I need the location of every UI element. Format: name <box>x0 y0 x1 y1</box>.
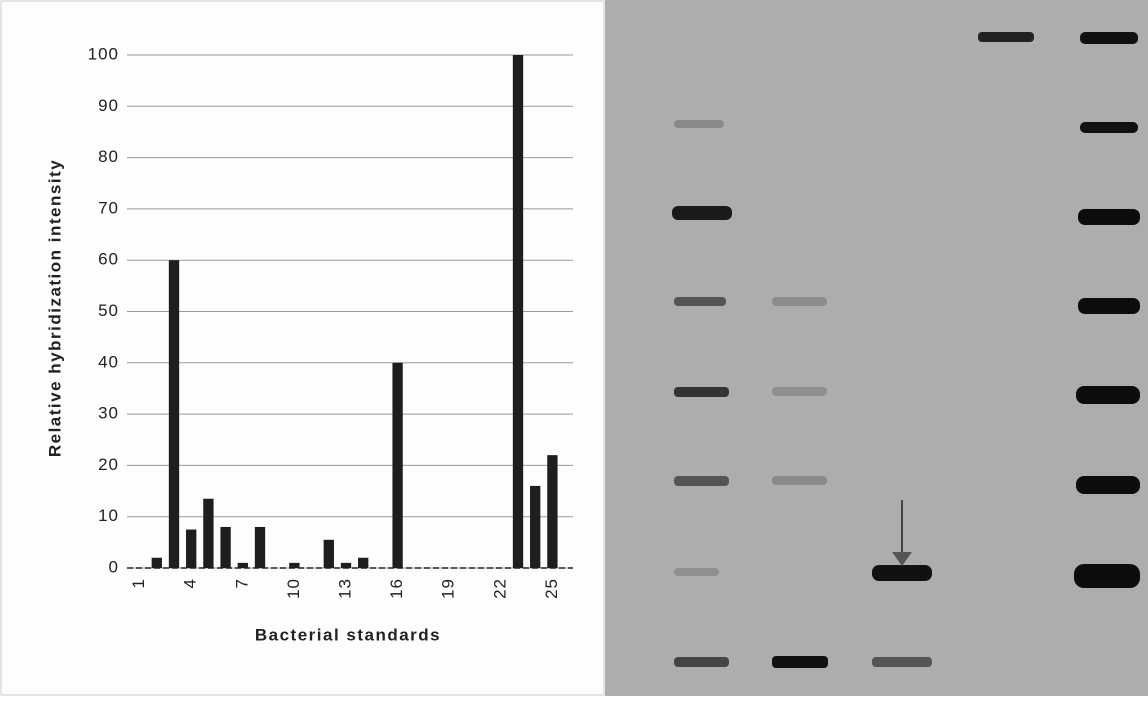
x-tick-label: 4 <box>181 578 200 588</box>
x-tick-label: 10 <box>284 578 303 599</box>
y-tick-label: 90 <box>98 96 119 115</box>
bar <box>512 55 524 568</box>
x-tick-label: 7 <box>232 578 251 588</box>
x-tick-label: 1 <box>129 578 148 588</box>
bar <box>151 557 162 568</box>
y-tick-label: 50 <box>98 301 119 320</box>
bar <box>323 539 334 568</box>
bar <box>237 562 248 568</box>
bar <box>392 362 403 568</box>
chart-panel <box>0 0 605 696</box>
bar <box>203 498 214 568</box>
y-axis-label: Relative hybridization intensity <box>45 159 64 457</box>
y-tick-label: 10 <box>98 506 119 525</box>
x-tick-label: 13 <box>335 578 354 599</box>
y-tick-label: 30 <box>98 404 119 423</box>
x-tick-label: 16 <box>387 578 406 599</box>
bar <box>186 529 197 568</box>
x-tick-label: 19 <box>439 578 458 599</box>
y-tick-label: 20 <box>98 455 119 474</box>
bar <box>168 260 180 568</box>
x-axis-label: Bacterial standards <box>255 625 441 644</box>
y-tick-label: 40 <box>98 352 119 371</box>
gel-image <box>605 0 1148 696</box>
y-tick-label: 0 <box>109 557 119 576</box>
y-tick-label: 60 <box>98 250 119 269</box>
bar <box>289 562 300 568</box>
bar <box>530 485 541 568</box>
y-tick-label: 70 <box>98 198 119 217</box>
y-tick-label: 100 <box>88 44 119 63</box>
x-tick-label: 22 <box>490 578 509 599</box>
chart-border <box>0 0 605 696</box>
bar <box>340 562 352 568</box>
x-tick-label: 25 <box>542 578 561 599</box>
bar <box>358 557 369 568</box>
bar <box>547 455 558 568</box>
bar <box>220 526 231 568</box>
y-tick-label: 80 <box>98 147 119 166</box>
bar <box>254 526 266 568</box>
